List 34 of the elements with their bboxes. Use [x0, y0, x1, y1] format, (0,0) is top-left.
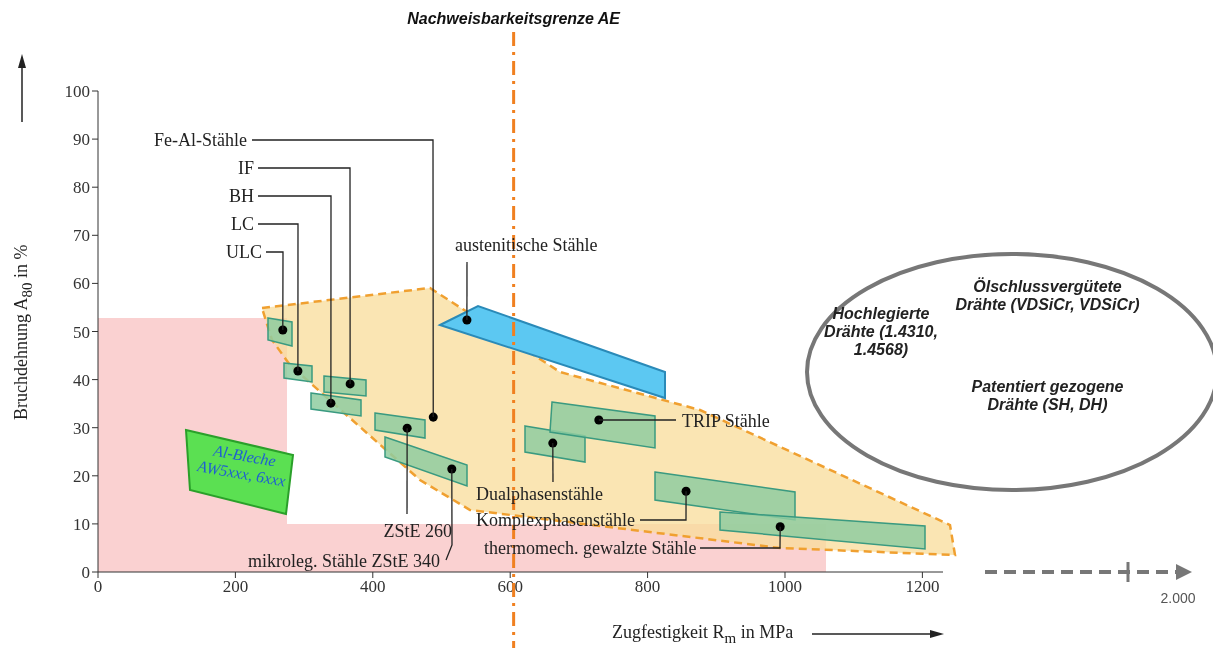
y-tick-label: 30	[73, 418, 90, 438]
annotation: thermomech. gewalzte Stähle	[484, 538, 697, 558]
x-tick-label: 0	[93, 577, 103, 597]
y-tick-label: 60	[73, 274, 90, 294]
ref-line-label: Nachweisbarkeitsgrenze AE	[407, 10, 622, 27]
annotation: Al-Bleche AW5xxx, 6xxx	[195, 440, 288, 492]
y-tick-label: 20	[73, 466, 90, 486]
annotation: ULC	[226, 242, 262, 262]
x-tick-label: 1000	[767, 577, 802, 597]
annotation: Dualphasenstähle	[476, 484, 603, 504]
x-tick-label: 400	[360, 577, 386, 597]
x-tick-label: 200	[222, 577, 249, 597]
y-tick-label: 0	[81, 563, 90, 583]
x-axis-title: Zugfestigkeit R$_{m}$ in MPa	[612, 622, 794, 647]
y-tick-label: 50	[73, 322, 90, 342]
y-tick-label: 90	[73, 130, 90, 150]
y-tick-label: 80	[73, 178, 90, 198]
y-tick-label: 100	[64, 82, 90, 102]
x-tick-label: 800	[634, 577, 661, 597]
text: 2.000	[1159, 590, 1197, 606]
annotation: austenitische Stähle	[455, 235, 598, 255]
y-tick-label: 70	[73, 226, 90, 246]
annotation: IF	[237, 158, 254, 178]
text: Ölschlussvergütete Drähte (VDSiCr, VDSiCr)	[955, 278, 1140, 314]
y-tick-label: 40	[73, 370, 90, 390]
annotation: BH	[228, 186, 254, 206]
y-tick-label: 10	[73, 514, 90, 534]
text: Patentiert gezogene Drähte (SH, DH)	[970, 378, 1125, 414]
annotation: mikroleg. Stähle ZStE 340	[248, 551, 440, 571]
annotation: TRIP Stähle	[682, 411, 770, 431]
annotation: LC	[230, 214, 254, 234]
annotation: Hochlegierte Drähte (1.4310, 1.4568)	[823, 305, 939, 359]
annotation: Fe-Al-Stähle	[154, 130, 248, 150]
x-tick-label: 1200	[905, 577, 940, 597]
